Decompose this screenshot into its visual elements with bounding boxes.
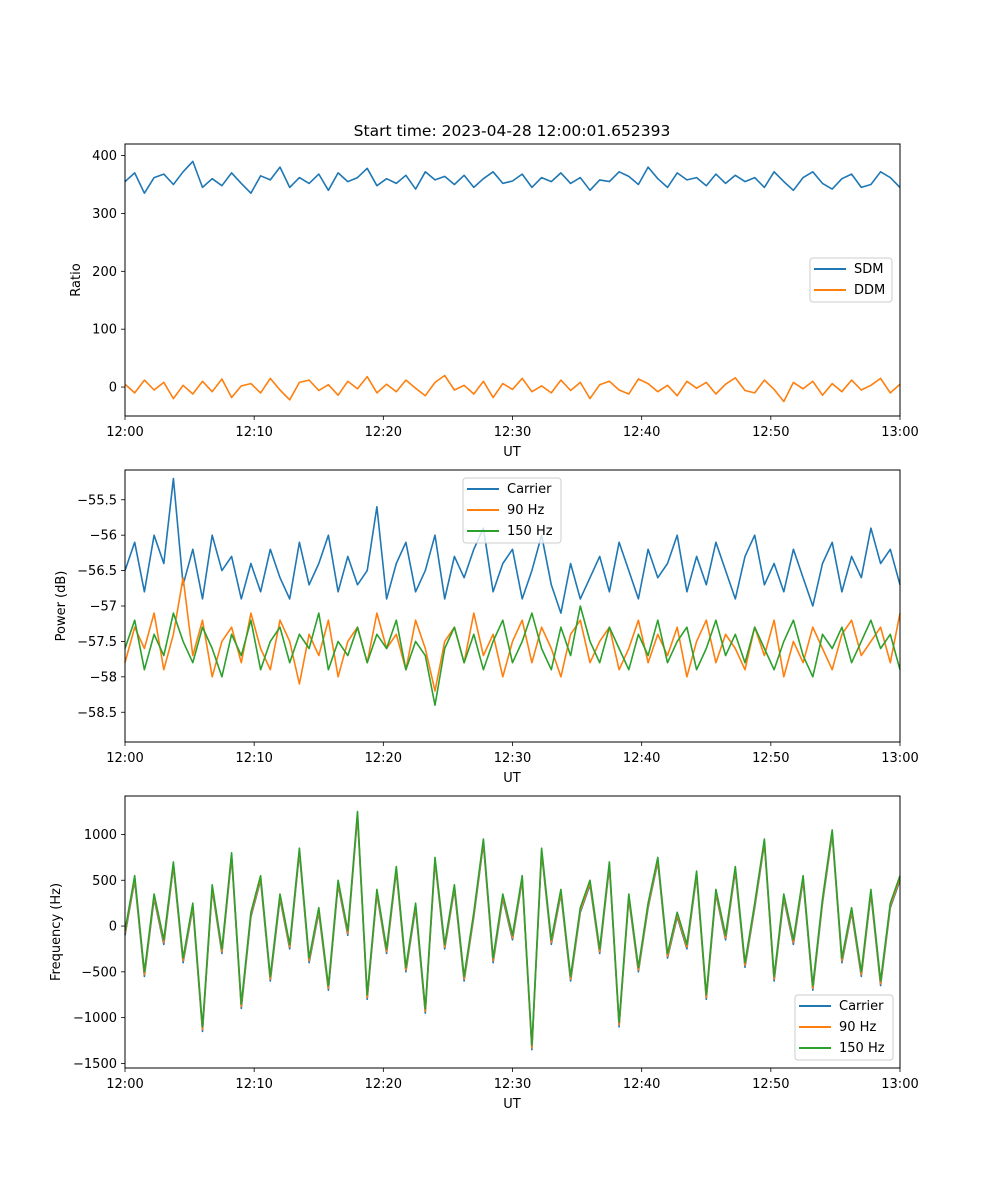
ratio-panel: Start time: 2023-04-28 12:00:01.652393 0… xyxy=(69,122,919,460)
ratio-series-lines xyxy=(124,160,901,403)
y-tick-label: −58 xyxy=(90,670,117,685)
power-y-axis-label: Power (dB) xyxy=(54,571,69,642)
y-tick-label: 0 xyxy=(109,920,117,935)
legend-label-sdm: SDM xyxy=(854,262,883,277)
power-series-lines xyxy=(124,477,901,707)
power-series-carrier xyxy=(124,477,901,614)
legend-label-150hz: 150 Hz xyxy=(839,1041,885,1056)
x-tick-label: 12:10 xyxy=(235,751,272,766)
ratio-y-axis-label: Ratio xyxy=(69,263,84,296)
y-tick-label: 1000 xyxy=(84,828,117,843)
frequency-series-lines xyxy=(124,810,901,1051)
y-tick-label: 100 xyxy=(92,323,117,338)
x-tick-label: 12:50 xyxy=(752,1077,789,1092)
x-tick-label: 12:40 xyxy=(623,751,660,766)
power-series-150-hz xyxy=(124,605,901,707)
y-tick-label: −58.5 xyxy=(77,706,117,721)
legend-label-ddm: DDM xyxy=(854,283,885,298)
x-tick-label: 12:50 xyxy=(752,425,789,440)
ratio-x-axis-label: UT xyxy=(503,445,521,460)
y-tick-label: 300 xyxy=(92,207,117,222)
legend-label-150hz: 150 Hz xyxy=(507,524,553,539)
ratio-legend: SDM DDM xyxy=(809,257,893,303)
x-tick-label: 12:00 xyxy=(106,751,143,766)
ratio-series-ddm xyxy=(124,374,901,403)
legend-label-carrier: Carrier xyxy=(507,482,552,497)
x-tick-label: 13:00 xyxy=(881,1077,918,1092)
x-tick-label: 12:20 xyxy=(365,751,402,766)
frequency-series-150-hz xyxy=(124,810,901,1046)
x-tick-label: 12:30 xyxy=(494,751,531,766)
power-series-90-hz xyxy=(124,576,901,692)
frequency-legend-box xyxy=(794,994,894,1061)
power-legend: Carrier 90 Hz 150 Hz xyxy=(462,477,562,544)
legend-label-90hz: 90 Hz xyxy=(839,1020,876,1035)
x-tick-label: 12:00 xyxy=(106,1077,143,1092)
y-tick-label: −56 xyxy=(90,529,117,544)
x-tick-label: 12:20 xyxy=(365,425,402,440)
frequency-y-ticks: 1000 500 0 −500 −1000 −1500 xyxy=(73,828,125,1072)
x-tick-label: 12:00 xyxy=(106,425,143,440)
x-tick-label: 13:00 xyxy=(881,425,918,440)
y-tick-label: 200 xyxy=(92,265,117,280)
y-tick-label: −57 xyxy=(90,600,117,615)
ratio-x-ticks: 12:00 12:10 12:20 12:30 12:40 12:50 13:00 xyxy=(106,416,919,440)
power-x-ticks: 12:00 12:10 12:20 12:30 12:40 12:50 13:00 xyxy=(106,742,919,766)
power-legend-box xyxy=(462,477,562,544)
y-tick-label: −57.5 xyxy=(77,635,117,650)
x-tick-label: 12:30 xyxy=(494,1077,531,1092)
x-tick-label: 12:10 xyxy=(235,1077,272,1092)
frequency-legend: Carrier 90 Hz 150 Hz xyxy=(794,994,894,1061)
frequency-y-axis-label: Frequency (Hz) xyxy=(49,883,64,981)
x-tick-label: 12:40 xyxy=(623,1077,660,1092)
ratio-series-sdm xyxy=(124,160,901,194)
x-tick-label: 12:30 xyxy=(494,425,531,440)
ratio-y-ticks: 0 100 200 300 400 xyxy=(92,149,125,396)
y-tick-label: −55.5 xyxy=(77,493,117,508)
y-tick-label: −1000 xyxy=(73,1011,117,1026)
y-tick-label: 0 xyxy=(109,381,117,396)
y-tick-label: 400 xyxy=(92,149,117,164)
frequency-x-axis-label: UT xyxy=(503,1097,521,1112)
legend-label-90hz: 90 Hz xyxy=(507,503,544,518)
power-y-ticks: −55.5 −56 −56.5 −57 −57.5 −58 −58.5 xyxy=(77,493,125,721)
y-tick-label: −1500 xyxy=(73,1057,117,1072)
power-panel: −55.5 −56 −56.5 −57 −57.5 −58 −58.5 12:00 12:10… xyxy=(54,469,919,786)
y-tick-label: 500 xyxy=(92,874,117,889)
y-tick-label: −56.5 xyxy=(77,564,117,579)
x-tick-label: 12:10 xyxy=(235,425,272,440)
legend-label-carrier: Carrier xyxy=(839,999,884,1014)
chart-title: Start time: 2023-04-28 12:00:01.652393 xyxy=(354,122,671,140)
x-tick-label: 12:20 xyxy=(365,1077,402,1092)
x-tick-label: 12:50 xyxy=(752,751,789,766)
frequency-x-ticks: 12:00 12:10 12:20 12:30 12:40 12:50 13:00 xyxy=(106,1068,919,1092)
power-x-axis-label: UT xyxy=(503,771,521,786)
x-tick-label: 13:00 xyxy=(881,751,918,766)
x-tick-label: 12:40 xyxy=(623,425,660,440)
y-tick-label: −500 xyxy=(81,965,117,980)
